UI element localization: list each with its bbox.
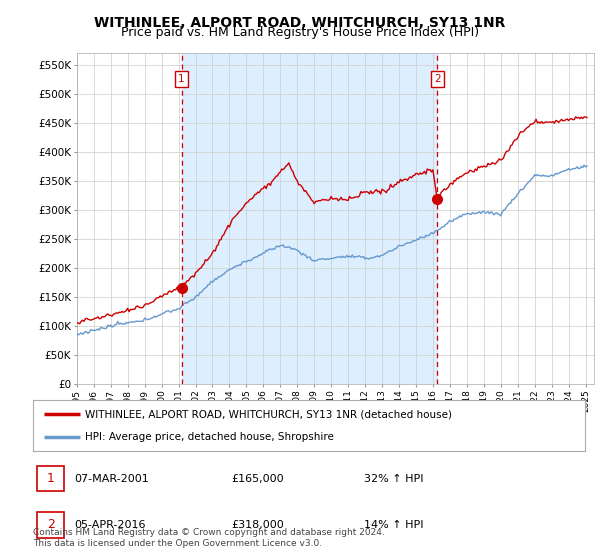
Text: WITHINLEE, ALPORT ROAD, WHITCHURCH, SY13 1NR (detached house): WITHINLEE, ALPORT ROAD, WHITCHURCH, SY13…	[85, 409, 452, 419]
Text: £318,000: £318,000	[232, 520, 284, 530]
Bar	[182, 53, 437, 384]
Text: 05-APR-2016: 05-APR-2016	[74, 520, 146, 530]
FancyBboxPatch shape	[37, 466, 64, 491]
FancyBboxPatch shape	[37, 512, 64, 538]
Text: 07-MAR-2001: 07-MAR-2001	[74, 474, 149, 483]
Text: 2: 2	[434, 74, 441, 85]
Text: 1: 1	[178, 74, 185, 85]
Text: WITHINLEE, ALPORT ROAD, WHITCHURCH, SY13 1NR: WITHINLEE, ALPORT ROAD, WHITCHURCH, SY13…	[94, 16, 506, 30]
Text: 1: 1	[47, 472, 55, 485]
Text: HPI: Average price, detached house, Shropshire: HPI: Average price, detached house, Shro…	[85, 432, 334, 442]
Text: Contains HM Land Registry data © Crown copyright and database right 2024.
This d: Contains HM Land Registry data © Crown c…	[33, 528, 385, 548]
Text: Price paid vs. HM Land Registry's House Price Index (HPI): Price paid vs. HM Land Registry's House …	[121, 26, 479, 39]
Text: £165,000: £165,000	[232, 474, 284, 483]
Text: 2: 2	[47, 519, 55, 531]
Text: 14% ↑ HPI: 14% ↑ HPI	[364, 520, 424, 530]
Text: 32% ↑ HPI: 32% ↑ HPI	[364, 474, 424, 483]
